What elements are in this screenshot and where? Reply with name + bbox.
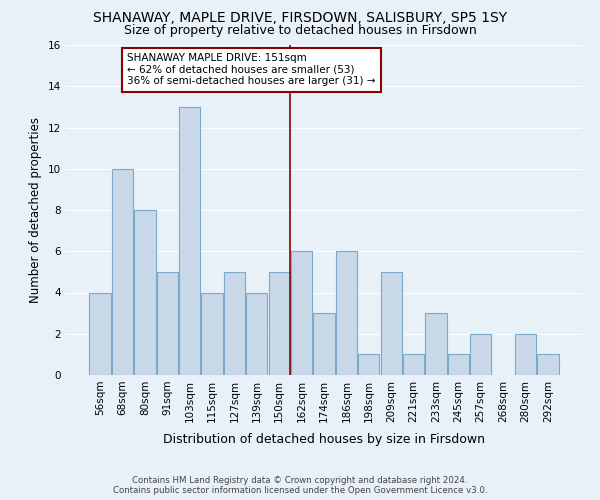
- Bar: [537, 354, 559, 375]
- Bar: [515, 334, 536, 375]
- Text: Size of property relative to detached houses in Firsdown: Size of property relative to detached ho…: [124, 24, 476, 37]
- Bar: [179, 107, 200, 375]
- Bar: [336, 251, 357, 375]
- Y-axis label: Number of detached properties: Number of detached properties: [29, 117, 43, 303]
- Bar: [403, 354, 424, 375]
- Bar: [134, 210, 155, 375]
- Bar: [313, 313, 335, 375]
- Bar: [425, 313, 446, 375]
- Bar: [448, 354, 469, 375]
- Bar: [112, 169, 133, 375]
- Text: SHANAWAY, MAPLE DRIVE, FIRSDOWN, SALISBURY, SP5 1SY: SHANAWAY, MAPLE DRIVE, FIRSDOWN, SALISBU…: [93, 11, 507, 25]
- Bar: [470, 334, 491, 375]
- Bar: [269, 272, 290, 375]
- Text: SHANAWAY MAPLE DRIVE: 151sqm
← 62% of detached houses are smaller (53)
36% of se: SHANAWAY MAPLE DRIVE: 151sqm ← 62% of de…: [127, 53, 376, 86]
- Bar: [291, 251, 312, 375]
- Bar: [358, 354, 379, 375]
- Bar: [380, 272, 402, 375]
- Bar: [224, 272, 245, 375]
- Bar: [89, 292, 111, 375]
- Bar: [202, 292, 223, 375]
- Bar: [246, 292, 268, 375]
- Text: Contains HM Land Registry data © Crown copyright and database right 2024.
Contai: Contains HM Land Registry data © Crown c…: [113, 476, 487, 495]
- Bar: [157, 272, 178, 375]
- X-axis label: Distribution of detached houses by size in Firsdown: Distribution of detached houses by size …: [163, 433, 485, 446]
